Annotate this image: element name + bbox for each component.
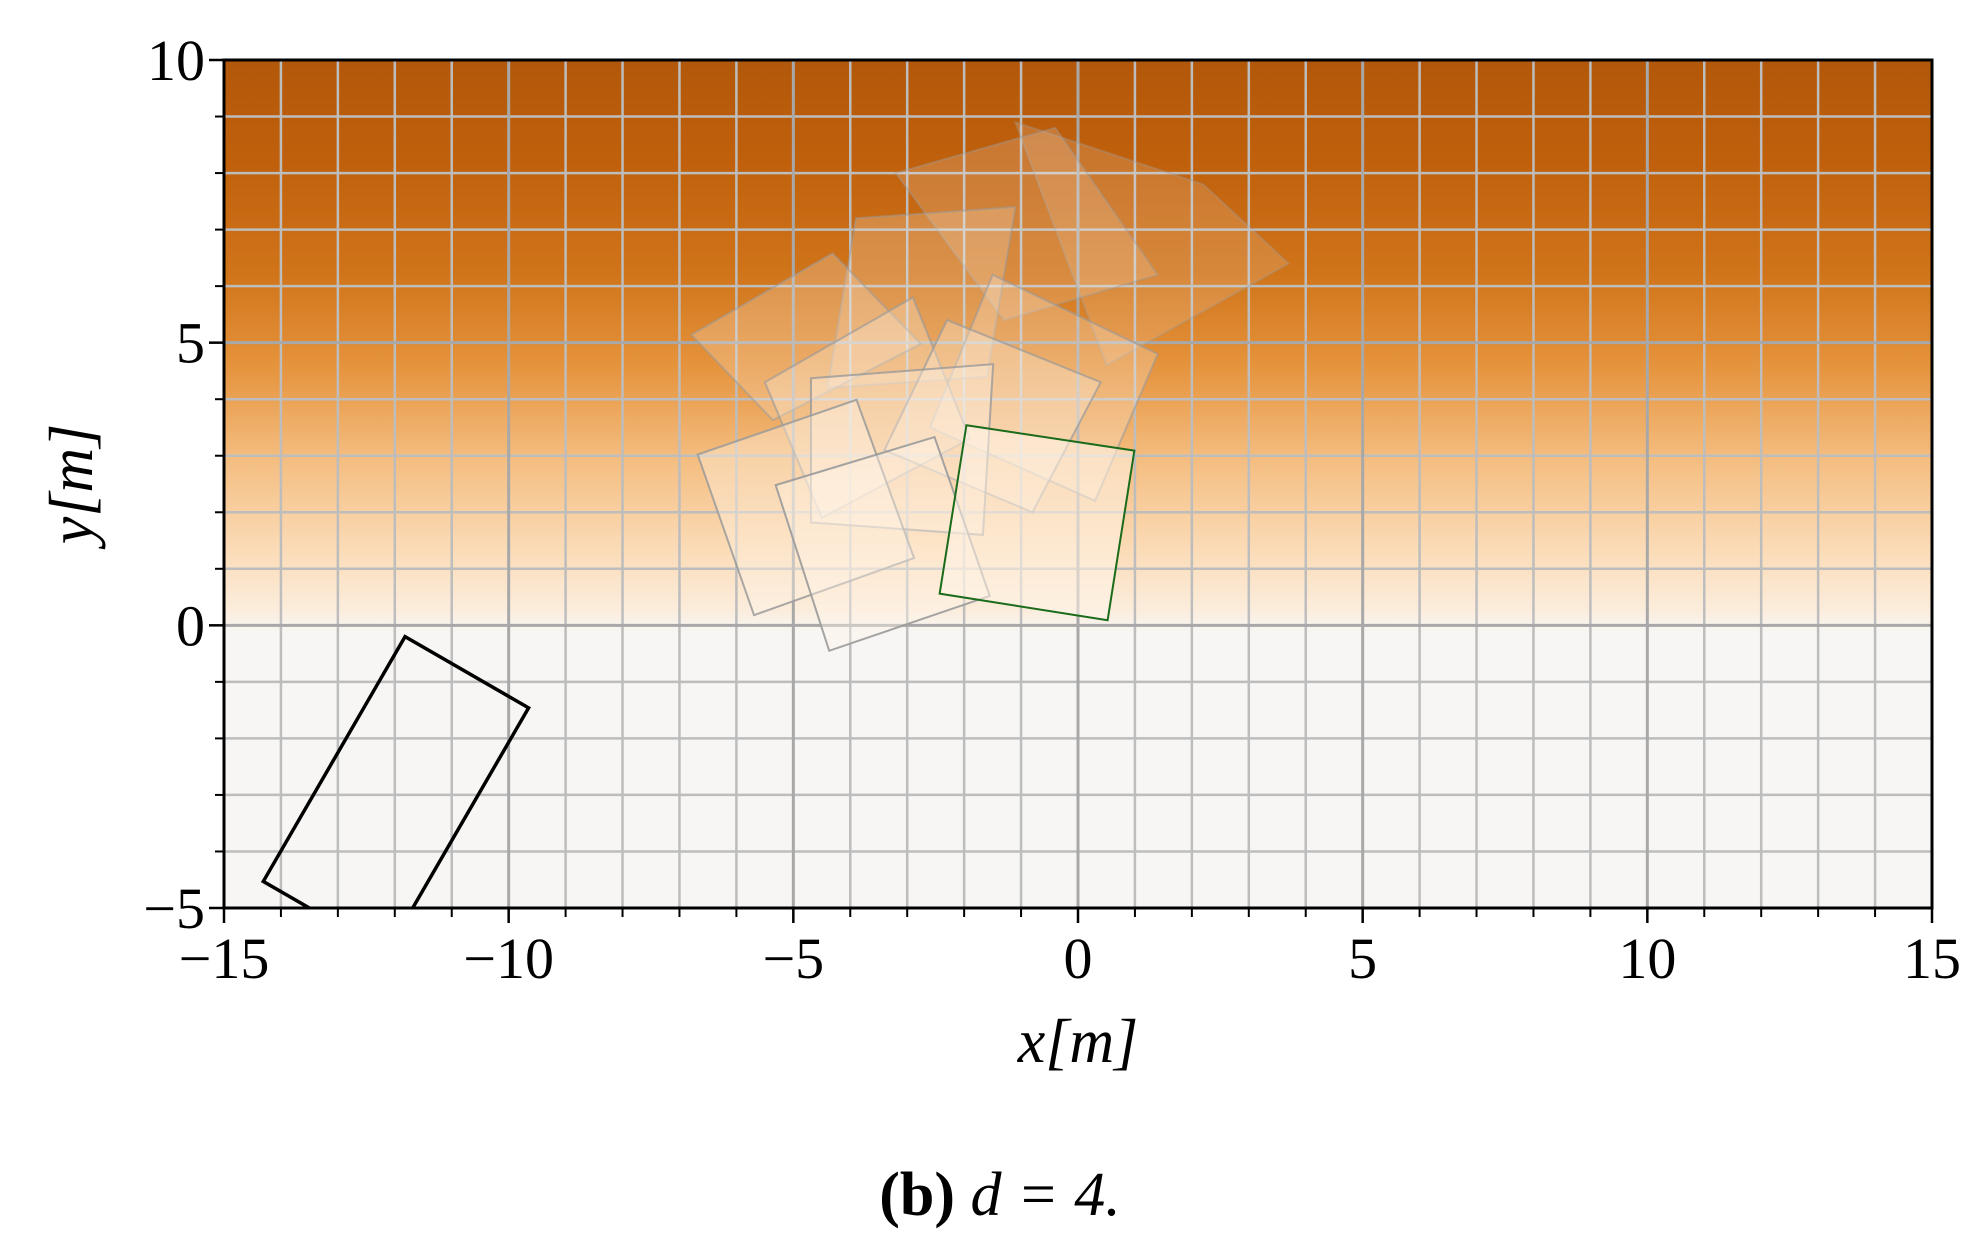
x-tick-label: 0 <box>1064 926 1093 991</box>
y-tick-label: 10 <box>147 28 205 93</box>
caption-label: (b) <box>879 1161 955 1229</box>
shape <box>696 398 916 617</box>
x-axis-label: x[m] <box>1017 1008 1139 1076</box>
shape <box>260 634 531 908</box>
x-tick-label: 10 <box>1618 926 1676 991</box>
caption: (b) d = 4. <box>879 1161 1121 1229</box>
y-tick-label: 0 <box>176 593 205 658</box>
y-tick-label: 5 <box>176 311 205 376</box>
y-tick-label: −5 <box>143 876 205 941</box>
x-tick-label: 5 <box>1348 926 1377 991</box>
x-tick-label: −15 <box>179 926 270 991</box>
shape <box>1013 120 1291 367</box>
axes: −15 −10 −5 0 5 10 15 −5 0 5 10 <box>143 28 1961 991</box>
shape <box>938 424 1136 622</box>
x-tick-label: −10 <box>463 926 554 991</box>
shapes <box>260 120 1291 908</box>
shape <box>894 126 1160 322</box>
caption-text: d = 4. <box>970 1161 1120 1229</box>
shape <box>826 205 1017 389</box>
y-axis-label: y[m] <box>38 424 106 551</box>
x-tick-label: −5 <box>762 926 824 991</box>
shape <box>689 252 923 422</box>
grid <box>224 60 1932 908</box>
x-tick-label: 15 <box>1903 926 1961 991</box>
